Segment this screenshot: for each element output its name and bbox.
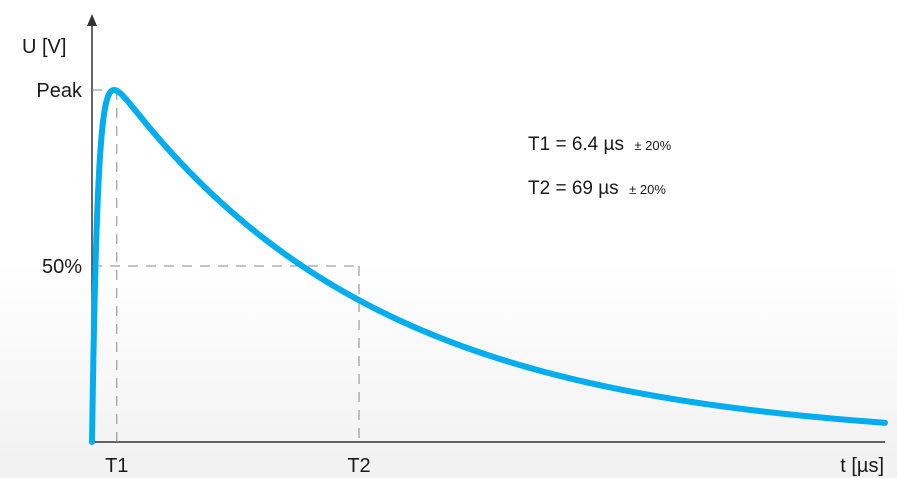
annotation-t2: T2 = 69 µs ± 20% xyxy=(528,178,666,199)
x-tick-label-t1: T1 xyxy=(105,455,128,477)
y-axis-arrow-icon xyxy=(87,14,97,26)
x-axis-label: t [µs] xyxy=(840,455,884,477)
series-line xyxy=(89,87,888,445)
y-tick-label-half: 50% xyxy=(42,256,82,278)
y-axis-label: U [V] xyxy=(22,36,66,58)
y-tick-label-peak: Peak xyxy=(36,80,83,102)
x-tick-label-t2: T2 xyxy=(347,455,370,477)
annotation-t1: T1 = 6.4 µs ± 20% xyxy=(528,134,672,155)
